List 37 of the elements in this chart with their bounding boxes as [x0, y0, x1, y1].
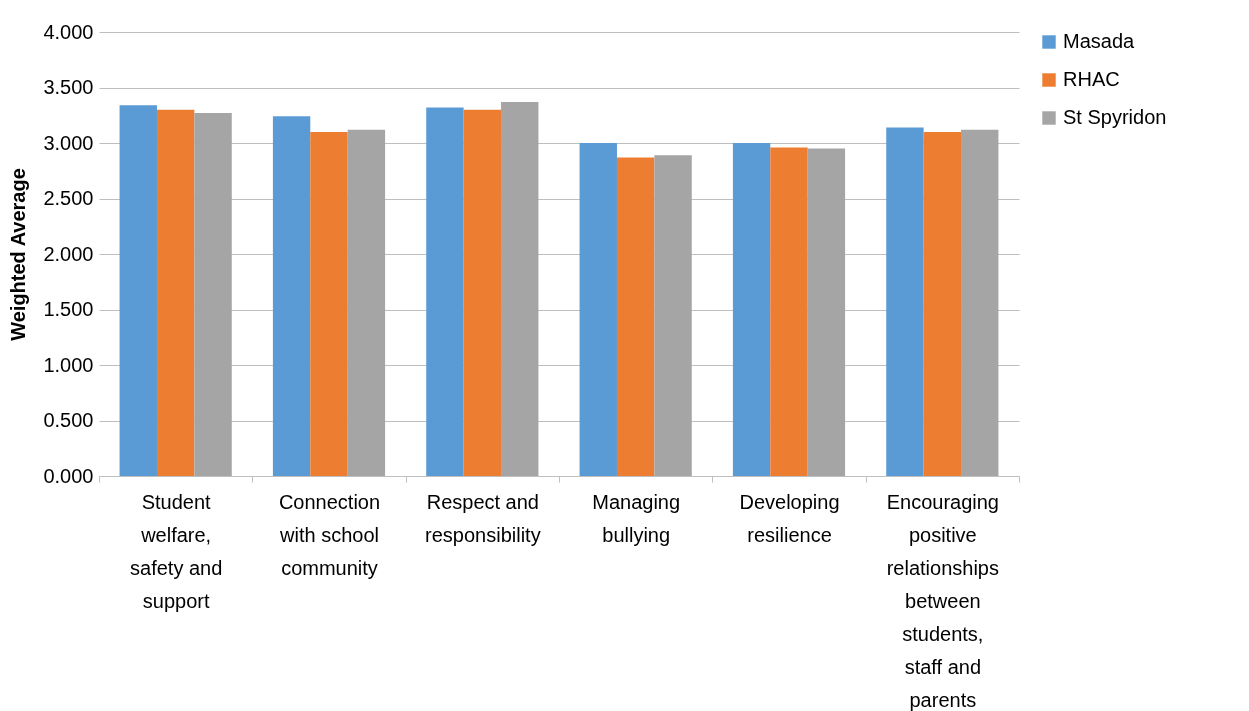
bar — [770, 147, 808, 476]
y-axis-title: Weighted Average — [7, 168, 30, 341]
bar — [886, 127, 924, 476]
bar — [426, 107, 464, 476]
y-tick-label: 0.000 — [43, 464, 94, 487]
bar — [156, 109, 195, 476]
y-tick-label: 1.500 — [43, 298, 94, 320]
x-tick-label: Connection with school community — [278, 490, 381, 579]
legend-label: RHAC — [1063, 68, 1120, 90]
y-tick-label: 3.500 — [43, 76, 94, 98]
y-tick-label: 1.000 — [43, 353, 94, 376]
x-tick-label: Developing resilience — [739, 490, 840, 546]
bar — [501, 101, 539, 476]
x-tick-label: Respect and responsibility — [425, 490, 541, 546]
y-tick-label: 4.000 — [43, 20, 94, 43]
y-tick-label: 2.500 — [43, 187, 94, 209]
x-tick-label: Encouraging positive relationships between students, staff and parents — [886, 490, 999, 711]
bar — [310, 131, 348, 476]
y-tick-label: 2.000 — [43, 242, 94, 265]
bar — [654, 155, 692, 476]
y-tick-label: 3.000 — [43, 131, 94, 154]
bar — [961, 129, 999, 476]
bar — [923, 131, 962, 476]
bar — [579, 143, 617, 476]
bar — [463, 109, 502, 476]
legend-label: St Spyridon — [1063, 106, 1167, 128]
bar — [807, 148, 846, 476]
bar — [119, 105, 157, 476]
bar — [347, 129, 386, 476]
x-tick-label: Managing bullying — [592, 490, 681, 546]
bar — [272, 116, 311, 476]
x-tick-label: Student welfare, safety and support — [130, 490, 223, 612]
bar — [194, 113, 232, 476]
bar — [732, 143, 771, 476]
legend-label: Masada — [1063, 30, 1136, 52]
y-tick-label: 0.500 — [43, 409, 94, 431]
bar — [616, 157, 655, 476]
